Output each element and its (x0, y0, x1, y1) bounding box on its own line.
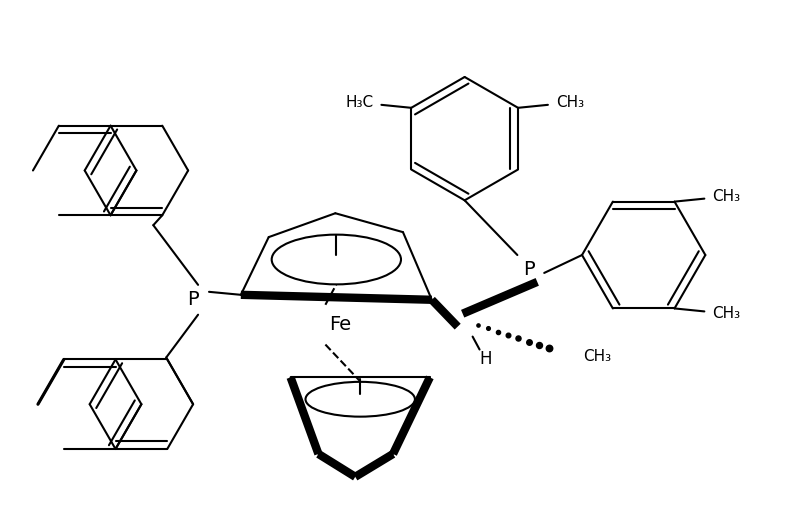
Text: CH₃: CH₃ (712, 189, 741, 204)
Text: CH₃: CH₃ (556, 95, 584, 111)
Text: P: P (187, 290, 199, 309)
Text: Fe: Fe (329, 315, 352, 334)
Text: H: H (479, 350, 492, 368)
Text: H₃C: H₃C (345, 95, 374, 111)
Text: P: P (523, 261, 535, 279)
Text: CH₃: CH₃ (583, 349, 611, 364)
Text: CH₃: CH₃ (712, 306, 741, 321)
